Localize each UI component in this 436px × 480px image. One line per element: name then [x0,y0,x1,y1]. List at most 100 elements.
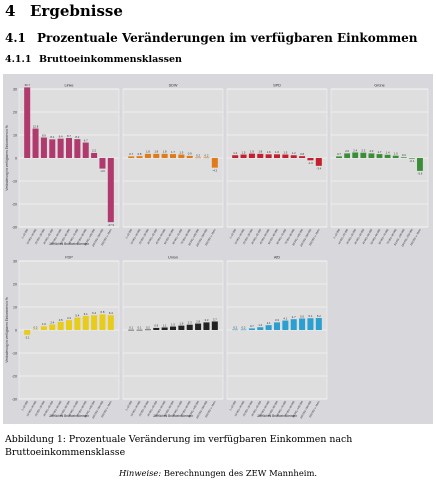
bar-value-label: 1.2 [258,323,262,327]
section-heading: 4 Ergebnisse [5,2,123,20]
bar [417,158,423,171]
bar [248,153,255,158]
bar [400,157,407,158]
bar-value-label: 1.2 [292,151,296,155]
chart-title: AfD [274,256,281,260]
bar [49,139,56,158]
bar [290,319,297,330]
bar [232,155,239,158]
bar [40,326,47,330]
bar-value-label: 0.2 [233,325,237,329]
bar [195,323,202,330]
bar-value-label: 5.1 [309,314,313,318]
bar [144,153,151,158]
y-tick-label: 10 [13,305,17,309]
bar-value-label: 0.7 [337,152,341,156]
subsection-title: Prozentuale Veränderungen im verfügbaren… [37,31,418,45]
x-tick-label: 1–10.000 [20,400,29,412]
bar-value-label: 6.7 [84,138,88,142]
x-tick-label: 1–10.000 [20,228,29,240]
bar-value-label: 0.8 [138,152,142,156]
subsubsection-heading: 4.1.1 Bruttoeinkommensklassen [5,54,182,65]
bar [57,138,64,158]
bar [107,158,114,223]
bar [203,157,210,159]
bar-value-label: 5.2 [317,314,321,318]
x-axis-label: Jährliches Bruttoeinkommen [49,414,89,418]
y-tick-label: -10 [12,179,17,183]
bar-value-label: -5.6 [418,171,423,175]
bar-value-label: 4.3 [67,316,71,320]
bar-value-label: 2.8 [196,319,200,323]
bar-value-label: 6.8 [101,310,105,314]
x-tick-label: 1–10.000 [332,228,341,240]
bar [248,328,255,330]
bar [161,327,168,330]
bar [265,325,272,330]
bar-value-label: 2.0 [369,149,373,153]
section-number: 4 [5,2,16,20]
bar [82,315,89,330]
bar-value-label: -3.4 [316,166,321,170]
y-tick-label: 20 [13,282,17,286]
y-tick-label: -20 [12,202,17,206]
y-tick-label: 20 [13,110,17,114]
bar-value-label: 8.2 [75,135,79,139]
bar-value-label: 4.7 [292,315,296,319]
bar [153,153,160,158]
bar-value-label: 2.1 [267,321,271,325]
bar-value-label: 2.3 [188,321,192,325]
bar [290,155,297,158]
bar-value-label: 1.6 [42,322,46,326]
x-tick-label: 1–10.000 [124,228,133,240]
bar [99,158,106,169]
bar [240,154,247,158]
bar-value-label: 8.7 [67,134,71,138]
bar [153,327,160,330]
subsubsection-number: 4.1.1 [5,54,32,65]
bar [32,329,39,331]
bar-value-label: -27.9 [108,223,115,227]
y-tick-label: -30 [12,397,17,401]
bar-value-label: 0.2 [242,325,246,329]
bar [368,153,375,158]
bar [232,329,239,331]
bar-value-label: 6.1 [84,312,88,316]
bar [273,322,281,330]
bar [91,315,98,330]
bar-value-label: -4.2 [212,168,217,172]
bar-value-label: 8.1 [50,135,54,139]
y-tick-label: 0 [15,328,17,332]
bar-value-label: 1.2 [233,151,237,155]
bar [49,324,56,330]
chart-title: FDP [65,256,73,260]
bar [99,314,106,330]
bar [178,325,185,330]
chart-title: Union [168,256,178,260]
bar [307,158,314,161]
bar [265,154,272,158]
bar-value-label: 1.5 [242,150,246,154]
bar-value-label: 30.7 [24,83,30,87]
subsubsection-title: Bruttoeinkommensklassen [39,54,182,65]
bar [128,329,135,331]
chart-panel: Grüne0.71–10.0002.010.001–20.0002.420.00… [330,84,429,247]
y-tick-label: 30 [13,259,17,263]
bar-value-label: 1.6 [267,150,271,154]
bar-value-label: 1.5 [283,150,287,154]
y-tick-label: 10 [13,133,17,137]
bar [82,142,89,158]
section-title: Ergebnisse [30,2,123,20]
bar-value-label: 0.8 [300,152,304,156]
x-tick-label: 1–10.000 [228,400,237,412]
figure-panel-grid: Linke 30 20 10 0 -10 -20 -30 Veränderung im verf… [3,74,433,424]
bar [315,318,322,330]
bar [257,153,264,158]
bar-value-label: -4.6 [100,169,105,173]
bar-value-label: 1.6 [275,150,279,154]
bar [169,326,177,330]
bar-value-label: 0.2 [146,325,150,329]
chart-title: SDW [169,84,178,88]
bar [169,154,177,158]
bar [211,321,218,330]
